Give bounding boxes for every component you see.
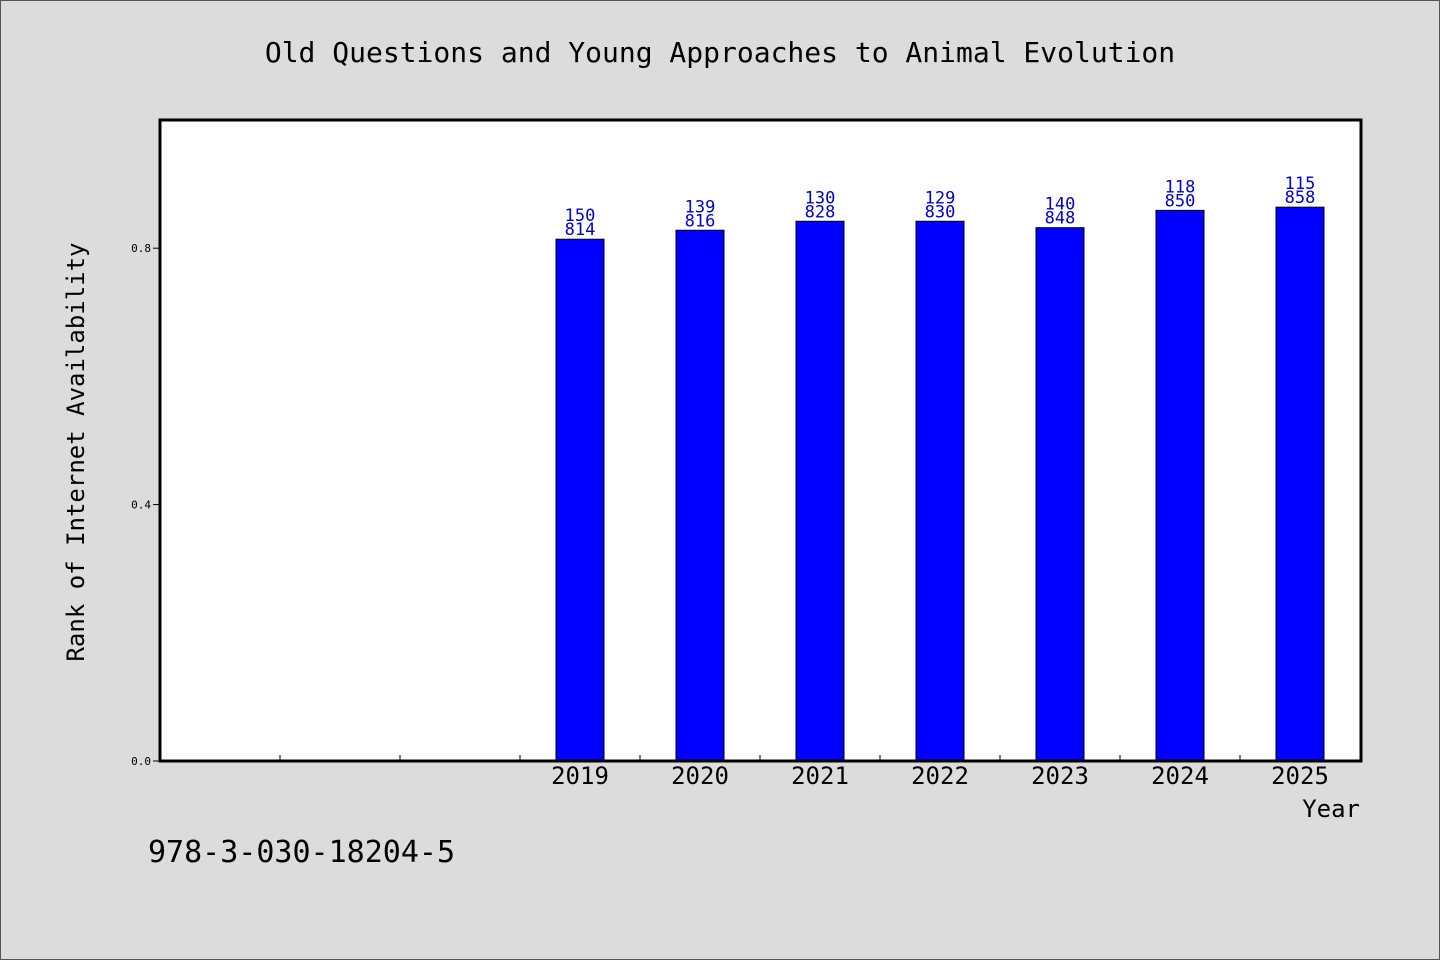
x-tick-label-2025: 2025 <box>1271 762 1329 790</box>
x-tick-label-2019: 2019 <box>551 762 609 790</box>
data-label-top-2020: 139 <box>685 197 716 217</box>
data-label-bottom-2020: 816 <box>685 211 716 231</box>
data-label-bottom-2022: 830 <box>925 202 956 222</box>
bar-2025 <box>1275 206 1325 762</box>
bar-2020 <box>675 229 725 762</box>
y-ticks-group: 0.0 0.4 0.8 <box>131 242 160 768</box>
x-tick-label-2022: 2022 <box>911 762 969 790</box>
bar-2021 <box>795 220 845 762</box>
data-label-top-2022: 129 <box>925 188 956 208</box>
y-tick-label-0.0: 0.0 <box>131 755 151 768</box>
x-tick-label-2020: 2020 <box>671 762 729 790</box>
data-label-bottom-2019: 814 <box>565 220 596 240</box>
data-label-top-2021: 130 <box>805 188 836 208</box>
data-label-top-2019: 150 <box>565 206 596 226</box>
bars-group <box>555 206 1325 762</box>
x-tick-label-2023: 2023 <box>1031 762 1089 790</box>
data-label-bottom-2021: 828 <box>805 202 836 222</box>
bar-2024 <box>1155 209 1205 762</box>
chart-title: Old Questions and Young Approaches to An… <box>265 36 1175 69</box>
data-label-top-2024: 118 <box>1165 177 1196 197</box>
y-tick-label-0.8: 0.8 <box>131 242 151 255</box>
data-label-bottom-2023: 848 <box>1045 209 1076 229</box>
y-axis-label: Rank of Internet Availability <box>62 242 90 661</box>
data-label-bottom-2024: 850 <box>1165 191 1196 211</box>
data-label-bottom-2025: 858 <box>1285 188 1316 208</box>
data-label-top-2025: 115 <box>1285 174 1316 194</box>
x-axis-label: Year <box>1302 795 1360 823</box>
x-tick-label-2021: 2021 <box>791 762 849 790</box>
data-label-top-2023: 140 <box>1045 195 1076 215</box>
x-ticks-group: 2019 2020 2021 2022 2023 2024 2025 <box>279 755 1361 790</box>
y-tick-label-0.4: 0.4 <box>131 499 151 512</box>
isbn-footer: 978-3-030-18204-5 <box>148 835 455 870</box>
bar-2019 <box>555 238 605 762</box>
bar-2022 <box>915 220 965 762</box>
x-tick-label-2024: 2024 <box>1151 762 1209 790</box>
bar-2023 <box>1035 227 1085 762</box>
